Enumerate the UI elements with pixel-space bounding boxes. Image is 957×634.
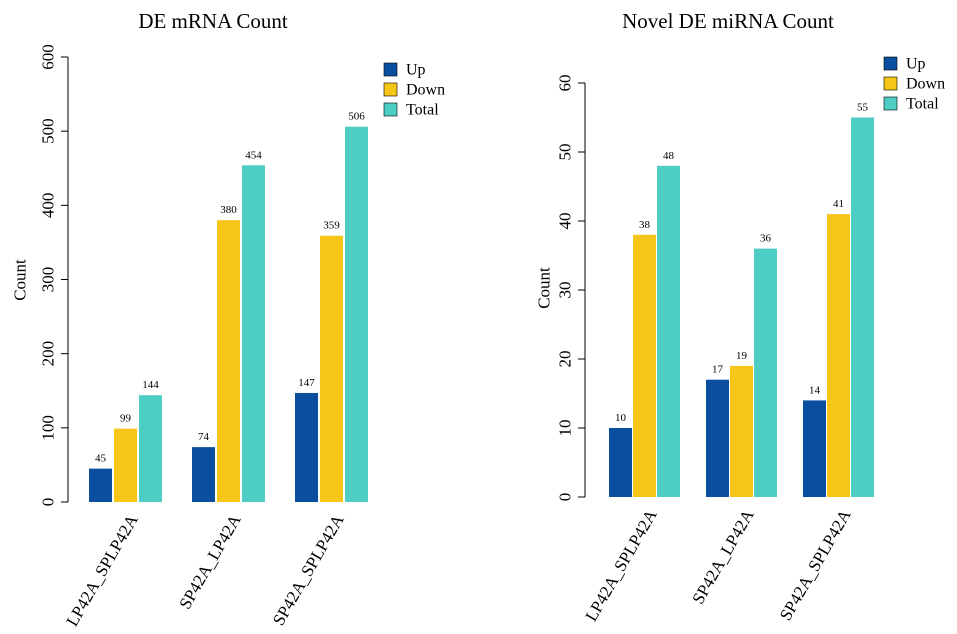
value-label-total-lp42a-splp42a: 144 bbox=[142, 379, 159, 391]
legend-label-total: Total bbox=[406, 102, 439, 119]
y-tick-label: 200 bbox=[39, 341, 58, 367]
y-tick-label: 400 bbox=[39, 193, 58, 219]
y-axis-title: Count bbox=[535, 267, 554, 309]
y-tick-label: 40 bbox=[556, 213, 575, 230]
y-tick-label: 60 bbox=[556, 75, 575, 92]
value-label-up-sp42a-lp42a: 17 bbox=[712, 364, 724, 376]
bar-up-sp42a-splp42a bbox=[295, 392, 318, 502]
bar-up-sp42a-lp42a bbox=[706, 379, 729, 497]
legend-label-total: Total bbox=[906, 96, 939, 113]
value-label-total-sp42a-splp42a: 55 bbox=[857, 102, 869, 114]
legend-swatch-down bbox=[383, 82, 398, 97]
chart-title: DE mRNA Count bbox=[138, 9, 288, 33]
value-label-down-sp42a-lp42a: 19 bbox=[736, 350, 748, 362]
de-mrna-count-chart: DE mRNA Count 0 100 200 300 400 500 600 Count 45 9… bbox=[11, 9, 446, 630]
bar-total-sp42a-splp42a bbox=[345, 126, 368, 502]
bar-total-sp42a-lp42a bbox=[754, 248, 777, 497]
value-label-total-sp42a-lp42a: 454 bbox=[245, 149, 262, 161]
legend-swatch-total bbox=[383, 102, 398, 117]
category-label-sp42a-lp42a: SP42A_LP42A bbox=[688, 506, 758, 608]
y-tick-label: 300 bbox=[39, 267, 58, 293]
bar-down-sp42a-splp42a bbox=[320, 235, 343, 502]
novel-de-mirna-count-chart: Novel DE miRNA Count 0 10 20 30 40 50 60 Count 10… bbox=[535, 9, 946, 625]
bar-up-sp42a-lp42a bbox=[192, 447, 215, 502]
bar-down-sp42a-lp42a bbox=[217, 220, 240, 502]
value-label-up-lp42a-splp42a: 45 bbox=[95, 453, 107, 465]
legend-swatch-down bbox=[883, 76, 898, 91]
value-label-up-sp42a-lp42a: 74 bbox=[198, 431, 210, 443]
legend-label-up: Up bbox=[406, 62, 426, 79]
category-label-sp42a-splp42a: SP42A_SPLP42A bbox=[776, 506, 855, 624]
category-label-sp42a-lp42a: SP42A_LP42A bbox=[175, 511, 245, 613]
value-label-total-sp42a-splp42a: 506 bbox=[348, 111, 365, 123]
y-tick-label: 10 bbox=[556, 420, 575, 437]
bar-down-lp42a-splp42a bbox=[633, 234, 656, 498]
y-tick-label: 600 bbox=[39, 44, 58, 70]
bar-up-sp42a-splp42a bbox=[803, 400, 826, 497]
value-label-down-sp42a-lp42a: 380 bbox=[220, 204, 237, 216]
bar-down-sp42a-splp42a bbox=[827, 214, 850, 497]
y-tick-label: 0 bbox=[556, 493, 575, 502]
legend-swatch-total bbox=[883, 96, 898, 111]
value-label-up-sp42a-splp42a: 14 bbox=[809, 384, 821, 396]
category-label-lp42a-splp42a: LP42A_SPLP42A bbox=[581, 506, 661, 625]
value-label-up-sp42a-splp42a: 147 bbox=[298, 377, 315, 389]
value-label-up-lp42a-splp42a: 10 bbox=[615, 412, 627, 424]
value-label-down-lp42a-splp42a: 38 bbox=[639, 219, 651, 231]
legend-swatch-up bbox=[883, 56, 898, 71]
bar-up-lp42a-splp42a bbox=[89, 468, 112, 502]
y-axis-title: Count bbox=[11, 259, 30, 301]
y-tick-label: 20 bbox=[556, 351, 575, 368]
bar-down-lp42a-splp42a bbox=[114, 428, 137, 502]
y-tick-label: 500 bbox=[39, 118, 58, 144]
value-label-down-sp42a-splp42a: 359 bbox=[323, 220, 340, 232]
legend-label-down: Down bbox=[906, 76, 945, 93]
value-label-total-sp42a-lp42a: 36 bbox=[760, 233, 772, 245]
value-label-total-lp42a-splp42a: 48 bbox=[663, 150, 675, 162]
bar-down-sp42a-lp42a bbox=[730, 365, 753, 497]
legend-label-down: Down bbox=[406, 82, 445, 99]
category-label-sp42a-splp42a: SP42A_SPLP42A bbox=[269, 511, 348, 629]
y-tick-label: 0 bbox=[39, 498, 58, 507]
bar-up-lp42a-splp42a bbox=[609, 428, 632, 497]
legend-swatch-up bbox=[383, 62, 398, 77]
bar-total-lp42a-splp42a bbox=[139, 395, 162, 502]
legend-label-up: Up bbox=[906, 56, 926, 73]
value-label-down-lp42a-splp42a: 99 bbox=[120, 413, 132, 425]
bar-total-sp42a-lp42a bbox=[242, 165, 265, 503]
bar-total-sp42a-splp42a bbox=[851, 117, 874, 497]
value-label-down-sp42a-splp42a: 41 bbox=[833, 198, 844, 210]
bar-total-lp42a-splp42a bbox=[657, 165, 680, 498]
y-tick-label: 50 bbox=[556, 144, 575, 161]
chart-title: Novel DE miRNA Count bbox=[622, 9, 834, 33]
category-label-lp42a-splp42a: LP42A_SPLP42A bbox=[62, 511, 142, 629]
y-tick-label: 100 bbox=[39, 415, 58, 441]
y-tick-label: 30 bbox=[556, 282, 575, 299]
